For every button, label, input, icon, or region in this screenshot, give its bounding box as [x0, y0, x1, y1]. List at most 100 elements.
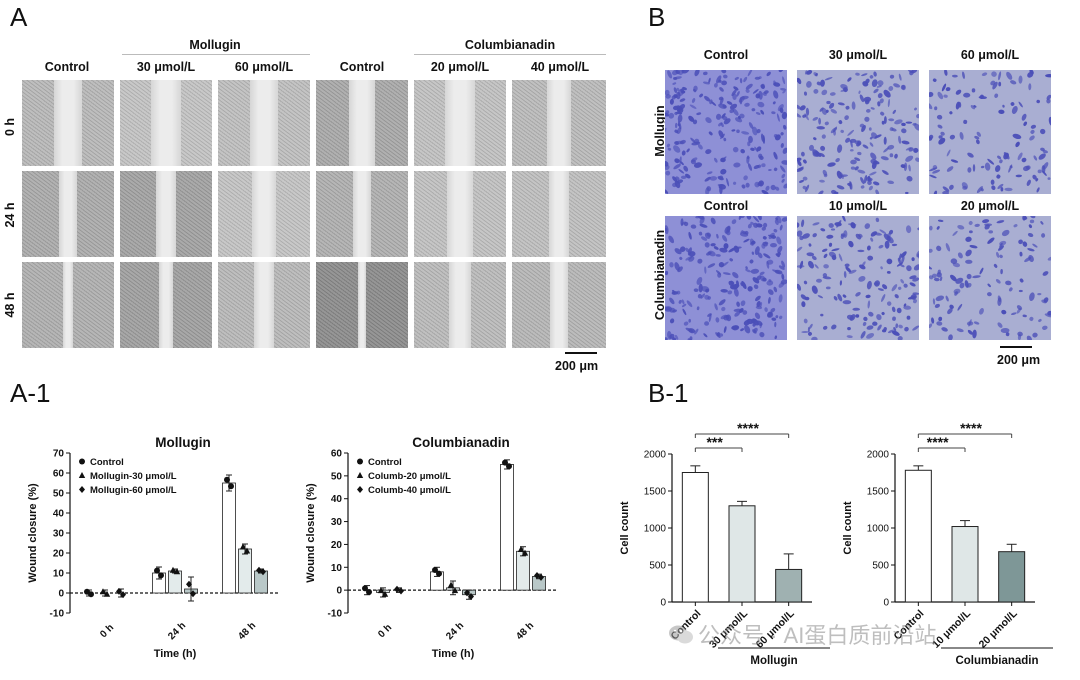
point	[521, 549, 529, 556]
y-axis-label: Cell count	[842, 501, 854, 555]
scratch-gap	[151, 80, 181, 166]
chart-title: Mollugin	[155, 435, 210, 450]
point	[88, 591, 94, 598]
b-col-header-control-bottom: Control	[703, 199, 749, 213]
wound-image-r1-c3	[316, 171, 408, 257]
group-label: Mollugin	[750, 655, 797, 667]
wound-image-r1-c4	[414, 171, 506, 257]
x-axis-label: Time (h)	[154, 648, 197, 660]
scratch-gap	[448, 262, 472, 348]
y-tick-label: 30	[53, 529, 65, 540]
x-tick-label: 10 μmol/L	[930, 607, 974, 651]
point	[260, 568, 266, 576]
y-tick-label: 500	[649, 561, 666, 572]
scale-label-a: 200 μm	[555, 359, 599, 373]
y-tick-label: 40	[53, 509, 65, 520]
point	[224, 476, 230, 483]
point	[366, 588, 372, 595]
point	[432, 567, 438, 574]
group-label: Columbianadin	[955, 655, 1038, 667]
scratch-gap	[447, 171, 473, 257]
col-header-40-umol: 40 μmol/L	[530, 60, 590, 74]
y-tick-label: 0	[336, 586, 342, 597]
x-tick-label: 48 h	[236, 620, 258, 642]
col-header-60-umol: 60 μmol/L	[234, 60, 294, 74]
point	[398, 587, 404, 595]
point	[190, 590, 196, 598]
panel-b-letter: B	[648, 2, 666, 32]
point	[169, 566, 177, 573]
point	[99, 588, 107, 595]
b-col-header-60-umol: 60 μmol/L	[960, 48, 1020, 62]
panel-a1-letter: A-1	[10, 378, 51, 408]
transwell-image-r0-c1	[797, 70, 919, 194]
x-tick-label: 48 h	[514, 620, 536, 642]
transwell-image-r1-c2	[929, 216, 1051, 340]
y-tick-label: 1000	[644, 524, 667, 535]
y-tick-label: 2000	[867, 450, 890, 461]
col-header-30-umol: 30 μmol/L	[136, 60, 196, 74]
b-col-header-20-umol: 20 μmol/L	[960, 199, 1020, 213]
point	[506, 463, 512, 470]
y-tick-label: 0	[58, 589, 64, 600]
y-tick-label: 20	[331, 540, 343, 551]
scratch-gap	[358, 262, 366, 348]
point	[451, 587, 459, 594]
point	[186, 580, 192, 588]
row-label-0h: 0 h	[3, 117, 17, 137]
transwell-image-r0-c0	[665, 70, 787, 194]
point	[158, 572, 164, 579]
chart-a1-columbianadin: Columbianadin -10 0 10 20 30 40 50 60 0 h 24 h 48 h…	[305, 435, 558, 660]
scratch-gap	[444, 80, 476, 166]
point	[103, 590, 111, 597]
point	[436, 570, 442, 577]
wound-image-r0-c0	[22, 80, 114, 166]
sig-stars: ****	[737, 420, 759, 436]
wound-image-r0-c3	[316, 80, 408, 166]
scratch-gap	[250, 80, 278, 166]
y-tick-label: 2000	[644, 450, 667, 461]
wound-image-r0-c5	[512, 80, 606, 166]
y-tick-label: 60	[331, 449, 343, 460]
scale-bar-a	[565, 352, 597, 354]
legend-marker	[357, 458, 363, 465]
panel-b1-letter: B-1	[648, 378, 689, 408]
legend-label: Columb-20 μmol/L	[368, 471, 451, 482]
bar-2-2	[254, 570, 268, 594]
group-columbianadin-line	[414, 54, 606, 55]
group-mollugin-label: Mollugin	[189, 38, 241, 52]
y-tick-label: 40	[331, 494, 343, 505]
y-tick-label: 0	[660, 598, 666, 609]
group-columbianadin-label: Columbianadin	[464, 38, 556, 52]
b-col-header-30-umol: 30 μmol/L	[828, 48, 888, 62]
y-tick-label: 50	[53, 489, 65, 500]
scratch-gap	[63, 262, 73, 348]
point	[502, 459, 508, 466]
y-tick-label: -10	[328, 609, 343, 620]
point	[243, 547, 251, 554]
row-label-24h: 24 h	[3, 202, 17, 228]
legend-label: Columb-40 μmol/L	[368, 485, 451, 496]
legend-marker	[356, 472, 364, 478]
scale-bar-b	[1000, 346, 1032, 348]
y-axis-label: Wound closure (%)	[305, 483, 317, 583]
y-tick-label: 10	[53, 569, 65, 580]
watermark: 公众号 · AI蛋白质前沿站	[668, 618, 936, 650]
legend-label: Control	[368, 457, 402, 468]
y-tick-label: 1000	[867, 524, 890, 535]
y-tick-label: 1500	[644, 487, 667, 498]
legend-marker	[79, 458, 85, 465]
point	[173, 568, 181, 575]
wound-image-r2-c2	[218, 262, 310, 348]
bar-2-1	[516, 550, 530, 591]
point	[120, 591, 126, 599]
chart-title: Columbianadin	[412, 435, 510, 450]
point	[362, 585, 368, 592]
point	[447, 581, 455, 588]
point	[517, 545, 525, 552]
transwell-image-r0-c2	[929, 70, 1051, 194]
scratch-gap	[252, 171, 276, 257]
point	[239, 543, 247, 550]
bar-2	[998, 551, 1026, 603]
